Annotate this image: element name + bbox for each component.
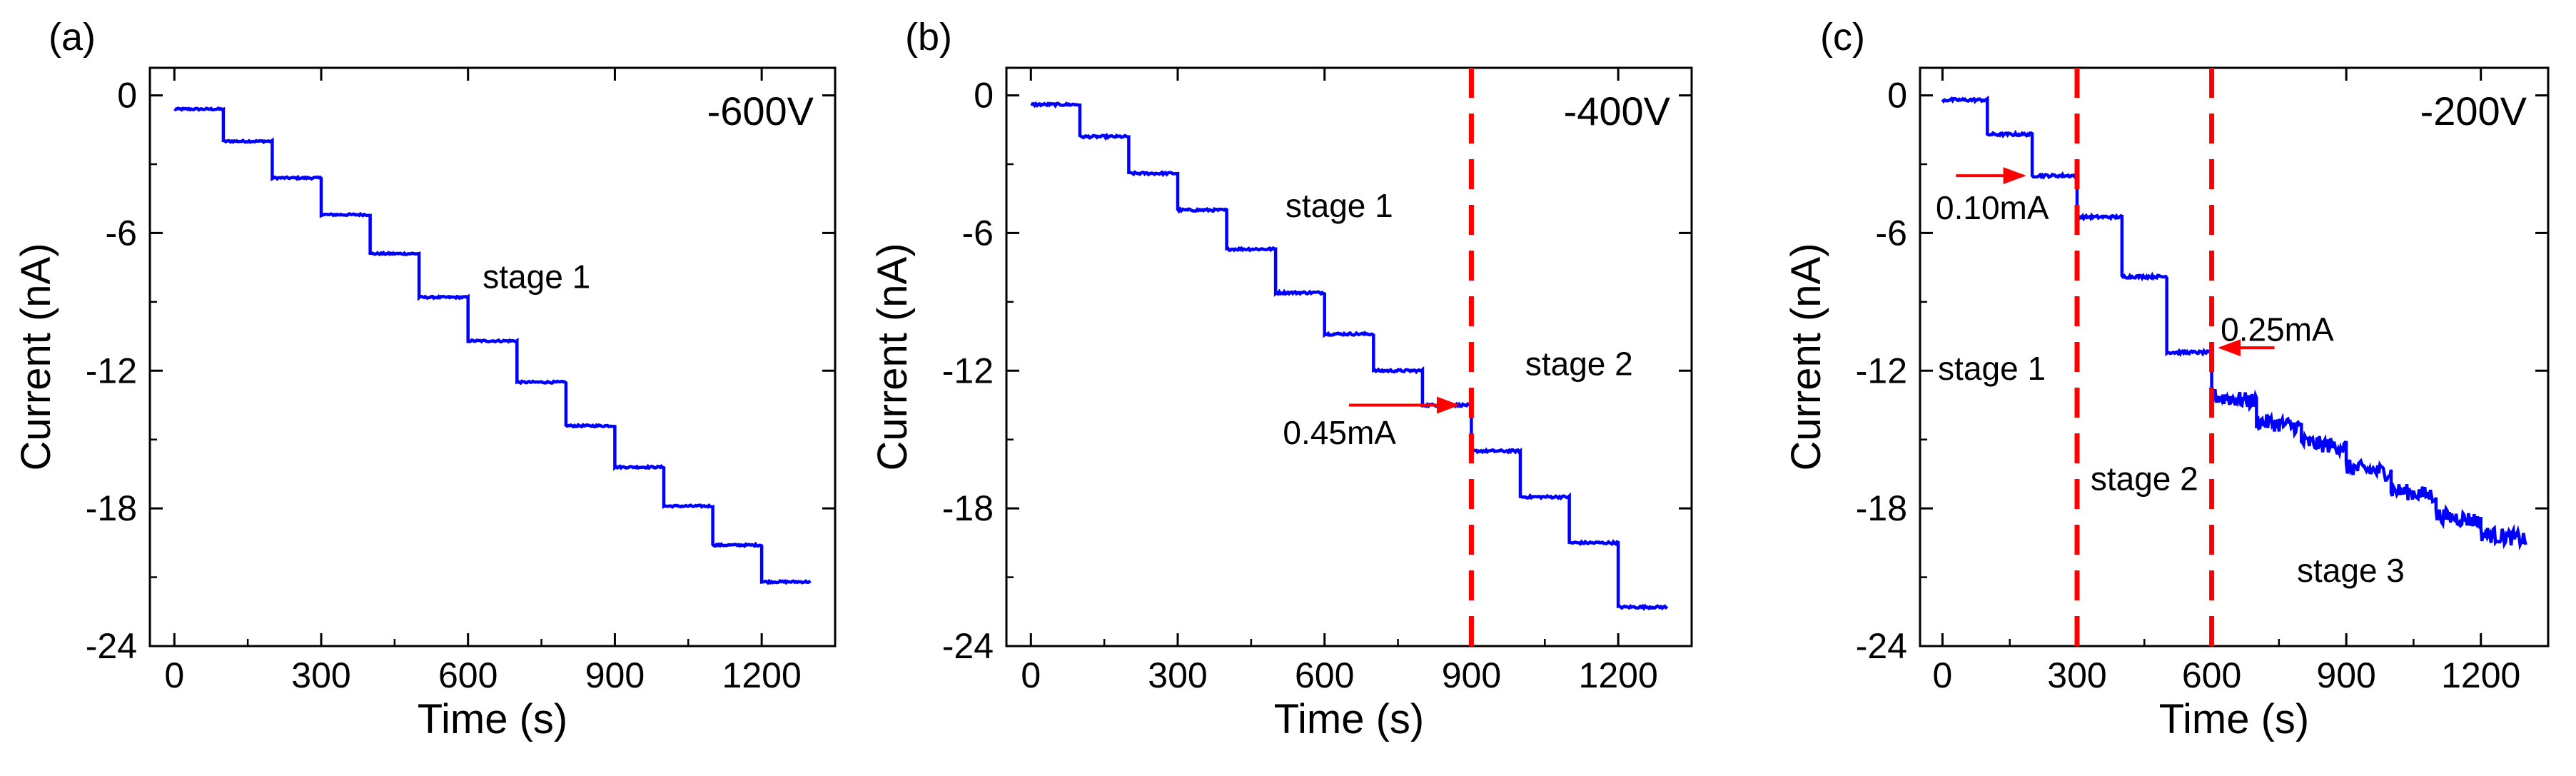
y-axis-title: Current (nA) <box>869 243 916 470</box>
x-axis-title: Time (s) <box>2159 696 2309 742</box>
y-tick-label: 0 <box>117 76 137 116</box>
x-tick-label: 900 <box>585 655 645 695</box>
y-tick-label: 0 <box>974 76 994 116</box>
x-axis-title: Time (s) <box>418 696 567 742</box>
panel-label: (a) <box>49 16 96 59</box>
annotation-label: 0.45mA <box>1283 414 1396 451</box>
annotation-label: 0.10mA <box>1936 189 2049 226</box>
x-tick-label: 0 <box>1021 655 1041 695</box>
x-tick-label: 600 <box>2182 655 2241 695</box>
current-trace <box>173 106 812 585</box>
annotation-label: stage 1 <box>1286 187 1393 224</box>
x-tick-label: 300 <box>2047 655 2106 695</box>
y-tick-label: -12 <box>942 351 994 390</box>
panel-label: (c) <box>1820 16 1865 59</box>
current-trace <box>1941 95 2527 551</box>
x-tick-label: 0 <box>164 655 184 695</box>
x-tick-label: 1200 <box>1579 655 1658 695</box>
plot-frame <box>1005 66 1693 647</box>
annotation-label: stage 1 <box>1938 350 2046 387</box>
y-tick-label: -12 <box>1856 351 1907 390</box>
voltage-label: -600V <box>707 89 814 133</box>
x-tick-label: 300 <box>1148 655 1207 695</box>
y-tick-label: -24 <box>942 626 994 666</box>
y-tick-label: -6 <box>106 213 137 253</box>
x-tick-label: 0 <box>1933 655 1953 695</box>
panel-b: (b) -400V 0 300 600 900 1200 0 -6 -12 -18 -24 Time (… <box>869 16 1693 742</box>
voltage-label: -200V <box>2420 89 2527 133</box>
x-tick-label: 1200 <box>722 655 802 695</box>
annotation-label: stage 2 <box>1525 346 1633 383</box>
y-tick-label: -18 <box>942 488 994 528</box>
y-tick-label: -12 <box>86 351 137 390</box>
x-axis-title: Time (s) <box>1274 696 1424 742</box>
panel-a: (a) -600V 0 300 600 900 1200 0 -6 -12 -18 -24 Time (… <box>13 16 837 742</box>
x-tick-label: 300 <box>291 655 350 695</box>
y-tick-label: 0 <box>1887 76 1907 116</box>
y-tick-label: -6 <box>962 213 994 253</box>
annotation-label: stage 1 <box>483 258 590 296</box>
x-tick-label: 900 <box>1442 655 1501 695</box>
y-axis-title: Current (nA) <box>13 243 59 470</box>
y-axis-title: Current (nA) <box>1783 243 1829 470</box>
x-tick-label: 600 <box>438 655 497 695</box>
current-trace <box>1030 101 1669 612</box>
panel-label: (b) <box>905 16 952 59</box>
annotation-label: stage 2 <box>2091 460 2198 497</box>
y-tick-label: -24 <box>1856 626 1907 666</box>
annotation-label: 0.25mA <box>2221 311 2334 348</box>
plot-frame <box>148 66 837 647</box>
y-tick-label: -18 <box>1856 488 1907 528</box>
voltage-label: -400V <box>1564 89 1671 133</box>
y-tick-label: -18 <box>86 488 137 528</box>
x-tick-label: 600 <box>1295 655 1354 695</box>
annotation-label: stage 3 <box>2297 552 2405 589</box>
x-tick-label: 900 <box>2316 655 2375 695</box>
x-tick-label: 1200 <box>2441 655 2520 695</box>
plot-frame <box>1919 66 2550 647</box>
y-tick-label: -24 <box>86 626 137 666</box>
panel-c: (c) -200V 0 300 600 900 1200 0 -6 -12 -18 -24 Time (… <box>1783 16 2550 742</box>
y-tick-label: -6 <box>1876 213 1907 253</box>
